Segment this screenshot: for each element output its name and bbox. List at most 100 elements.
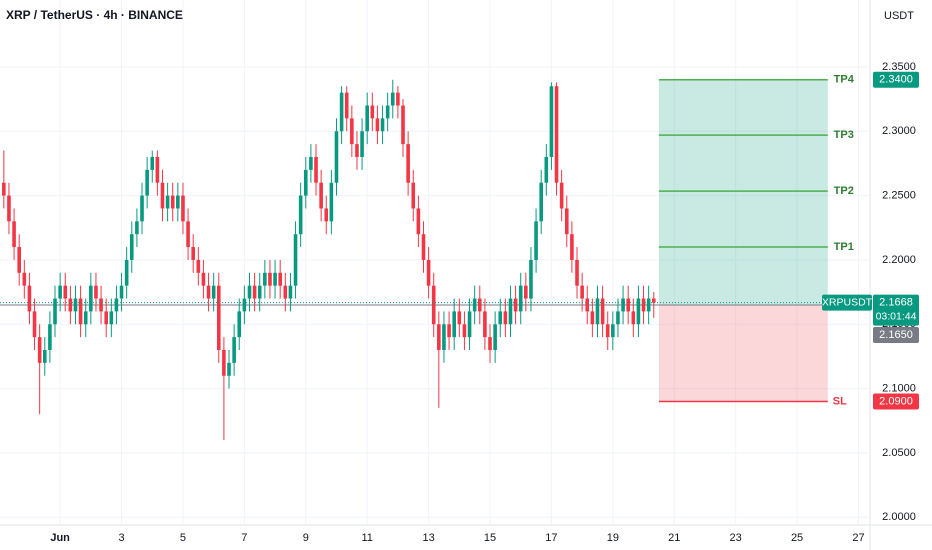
candle-body	[155, 156, 160, 183]
y-tick-label: 2.1000	[882, 383, 916, 395]
candle-body	[303, 169, 308, 196]
symbol-badge	[822, 294, 872, 311]
candle-body	[559, 182, 564, 209]
candle-body	[222, 350, 226, 376]
candle-body	[401, 105, 405, 145]
x-tick-label: 19	[607, 532, 619, 544]
candle-body	[191, 247, 195, 260]
candle-body	[309, 156, 313, 170]
candle-body	[150, 156, 155, 170]
target-label: TP1	[834, 241, 854, 253]
candle-body	[27, 285, 32, 312]
candle-body	[83, 311, 88, 325]
candle-body	[396, 92, 400, 106]
candle-body	[493, 324, 497, 350]
candle-body	[165, 195, 170, 209]
candle-body	[503, 311, 508, 325]
position-tool	[0, 79, 828, 403]
x-tick-label: 25	[791, 532, 803, 544]
countdown-label: 03:01:44	[876, 310, 917, 322]
grid	[0, 0, 870, 525]
candle-body	[160, 182, 165, 209]
candle-body	[483, 311, 487, 338]
candle-body	[549, 86, 554, 157]
candle-body	[242, 298, 247, 312]
x-tick-label: 3	[118, 532, 124, 544]
candles	[2, 79, 656, 441]
candle-body	[457, 311, 462, 325]
candle-body	[293, 234, 298, 286]
candle-body	[329, 182, 334, 222]
candle-body	[447, 324, 451, 338]
candle-body	[37, 337, 42, 363]
x-tick-label: 5	[180, 532, 186, 544]
candle-body	[477, 298, 482, 312]
candle-body	[651, 298, 656, 303]
candle-body	[140, 195, 144, 222]
candle-body	[12, 221, 16, 248]
candle-body	[437, 324, 441, 350]
labels: 2.00002.05002.10002.15002.20002.25002.30…	[0, 61, 919, 544]
candle-body	[585, 298, 590, 312]
candle-body	[298, 195, 303, 235]
candle-body	[145, 169, 149, 196]
candle-body	[211, 285, 216, 299]
x-tick-label: 9	[303, 532, 309, 544]
currency-label: USDT	[884, 10, 914, 22]
candle-body	[237, 311, 242, 338]
candle-body	[73, 298, 78, 312]
candle-body	[467, 311, 472, 338]
candle-body	[119, 285, 124, 299]
candle-body	[508, 298, 513, 325]
candle-body	[605, 324, 610, 338]
candle-body	[421, 234, 426, 260]
price-badge	[873, 393, 919, 410]
candle-body	[247, 285, 252, 299]
candle-body	[68, 298, 73, 312]
candle-body	[411, 182, 416, 209]
y-tick-label: 2.2000	[882, 254, 916, 266]
candle-body	[104, 311, 108, 325]
candle-body	[616, 311, 620, 325]
x-tick-label: 23	[730, 532, 742, 544]
candle-body	[600, 298, 605, 325]
candle-body	[58, 285, 62, 299]
target-label: TP2	[834, 185, 854, 197]
candle-body	[22, 272, 27, 286]
x-tick-label: 15	[484, 532, 496, 544]
candle-body	[350, 118, 354, 145]
x-tick-label: 17	[545, 532, 557, 544]
candle-body	[360, 131, 364, 157]
candle-body	[513, 298, 518, 312]
candle-body	[314, 156, 318, 183]
candle-body	[32, 311, 37, 338]
candle-body	[375, 118, 380, 132]
x-tick-label: Jun	[50, 532, 70, 544]
candle-body	[2, 182, 6, 196]
candle-body	[488, 337, 492, 350]
candle-body	[17, 247, 21, 273]
y-tick-label: 2.2500	[882, 189, 916, 201]
candle-body	[268, 272, 272, 286]
last-price-badge	[873, 294, 919, 326]
symbol-label: XRPUSDT	[822, 296, 873, 308]
candle-body	[216, 285, 221, 350]
price-badge-label: 2.1650	[879, 329, 913, 341]
x-tick-label: 13	[422, 532, 434, 544]
y-tick-label: 2.0500	[882, 447, 916, 459]
candle-body	[431, 285, 436, 325]
x-tick-label: 27	[852, 532, 864, 544]
candle-body	[452, 311, 456, 338]
price-badge-label: 2.0900	[879, 395, 913, 407]
candle-body	[416, 208, 421, 235]
chart-title: XRP / TetherUS · 4h · BINANCE	[6, 8, 183, 22]
candle-body	[186, 221, 190, 248]
y-tick-label: 2.3000	[882, 125, 916, 137]
candle-body	[406, 144, 410, 183]
candle-body	[518, 285, 523, 312]
candle-body	[641, 298, 646, 312]
target-label: TP4	[834, 74, 855, 86]
candle-body	[176, 195, 180, 209]
candle-body	[109, 311, 114, 325]
